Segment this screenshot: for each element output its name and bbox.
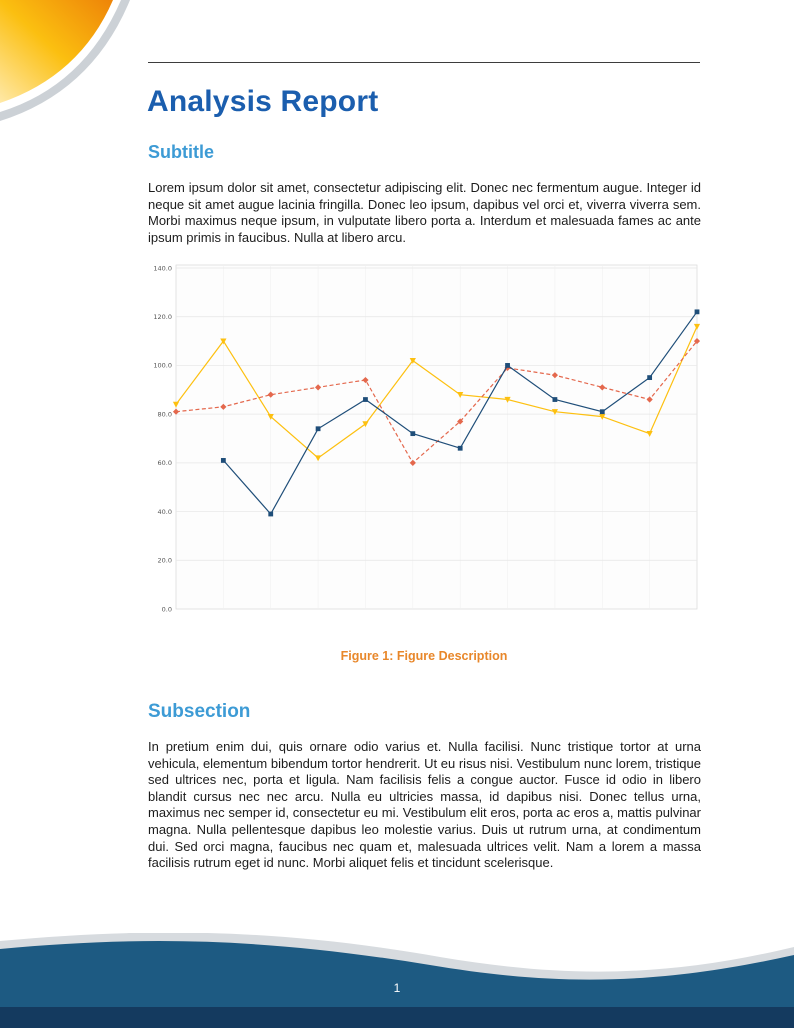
svg-text:60.0: 60.0 xyxy=(158,459,172,467)
footer: 1 xyxy=(0,933,794,1028)
svg-text:120.0: 120.0 xyxy=(153,313,172,321)
section-body-paragraph: Lorem ipsum dolor sit amet, consectetur … xyxy=(148,180,701,245)
subsection-heading: Subsection xyxy=(148,701,251,722)
figure-chart: 0.0 20.0 40.0 60.0 80.0 100.0 120.0 140.0 xyxy=(148,262,701,614)
svg-text:140.0: 140.0 xyxy=(153,264,172,272)
header-rule xyxy=(148,62,700,63)
figure-caption-label: Figure 1: xyxy=(340,649,394,663)
corner-decoration xyxy=(0,0,150,135)
figure-caption: Figure 1: Figure Description xyxy=(148,649,700,663)
svg-text:40.0: 40.0 xyxy=(158,508,172,516)
svg-text:100.0: 100.0 xyxy=(153,362,172,370)
footer-wave-graphic xyxy=(0,933,794,1028)
svg-text:0.0: 0.0 xyxy=(162,605,172,613)
svg-text:20.0: 20.0 xyxy=(158,557,172,565)
corner-swoosh-graphic xyxy=(0,0,130,121)
page-number: 1 xyxy=(393,981,401,995)
section-heading: Subtitle xyxy=(148,142,214,162)
svg-text:80.0: 80.0 xyxy=(158,410,172,418)
line-chart: 0.0 20.0 40.0 60.0 80.0 100.0 120.0 140.0 xyxy=(153,264,701,613)
page-title: Analysis Report xyxy=(147,85,379,118)
subsection-body-paragraph: In pretium enim dui, quis ornare odio va… xyxy=(148,739,701,871)
figure-caption-text: Figure Description xyxy=(396,649,508,663)
